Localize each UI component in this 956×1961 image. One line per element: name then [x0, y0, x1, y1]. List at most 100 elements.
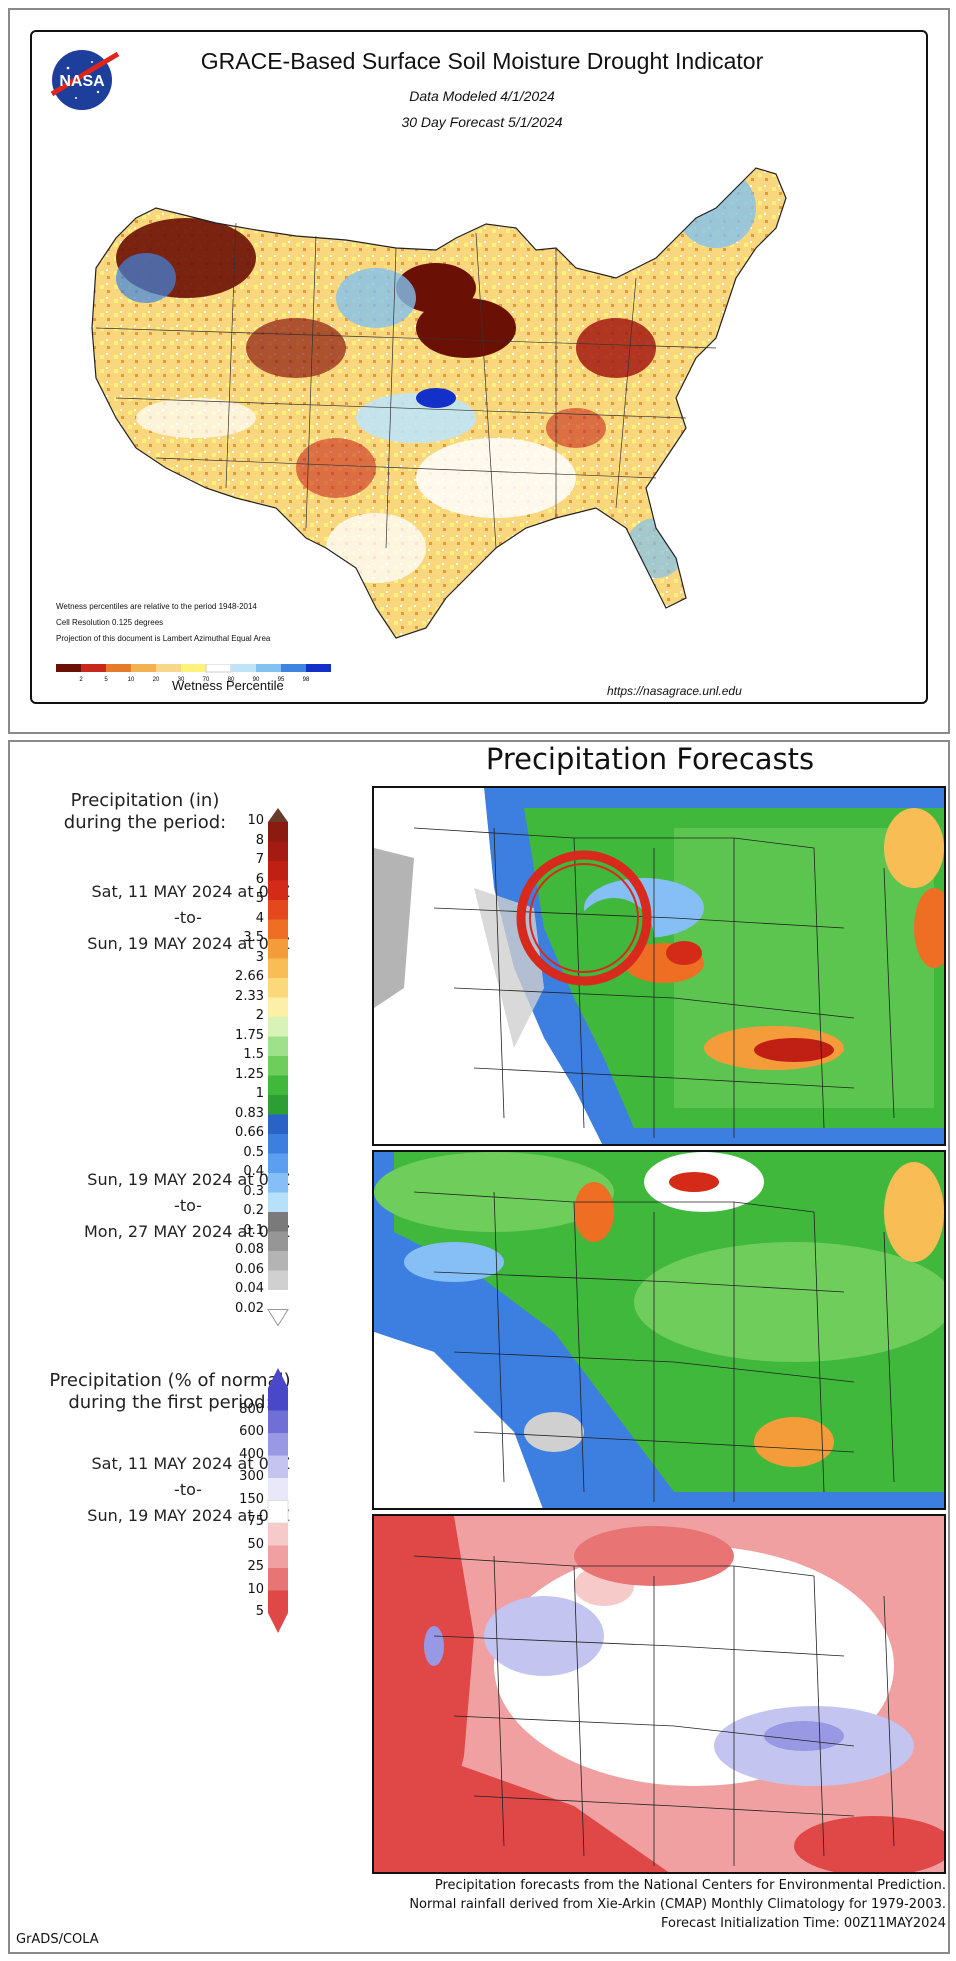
amount-tick-label: 0.02: [235, 1300, 264, 1316]
wetness-color-swatch: [131, 664, 156, 672]
wetness-colorbar: 2 5 10 20 30 70 80 90 95 98: [56, 664, 331, 683]
amount-tick-label: 1.5: [243, 1047, 264, 1062]
pct-period-start: Sat, 11 MAY 2024 at 00Z: [91, 1454, 290, 1473]
amount-color-swatch: [268, 1114, 288, 1134]
wetness-color-swatch: [281, 664, 306, 672]
wetness-tick-label: 90: [253, 677, 260, 683]
amount-tick-label: 7: [255, 852, 264, 867]
period1-start: Sat, 11 MAY 2024 at 00Z: [91, 882, 290, 901]
amount-colorbar: [267, 808, 289, 1327]
wetness-tick-label: 30: [178, 677, 185, 683]
wetness-tick-label: 80: [228, 677, 235, 683]
amount-tick-label: 0.66: [235, 1125, 264, 1140]
amount-color-swatch: [268, 1153, 288, 1173]
amount-tick-label: 0.3: [243, 1183, 264, 1199]
wetness-tick-label: 2: [79, 677, 83, 683]
pct-period-to: -to-: [174, 1480, 202, 1499]
wetness-tick-label: 95: [278, 677, 285, 683]
amount-tick-label: 10: [247, 813, 264, 828]
amount-color-swatch: [268, 822, 288, 842]
pct-tick-label: 150: [239, 1491, 264, 1507]
amount-tick-label: 8: [255, 832, 264, 848]
amount-color-swatch: [268, 1251, 288, 1271]
wetness-tick-label: 98: [303, 677, 310, 683]
amount-label-line2: during the period:: [63, 812, 227, 833]
precip-panel: Precipitation Forecasts Precipitation (i…: [8, 740, 950, 1954]
period1-to: -to-: [174, 908, 202, 927]
wetness-tick-label: 10: [128, 677, 135, 683]
amount-color-swatch: [268, 1270, 288, 1290]
amount-color-swatch: [268, 919, 288, 939]
precip-map-period2: [372, 1150, 946, 1510]
pct-tick-label: 300: [239, 1469, 264, 1484]
wetness-color-swatch: [156, 664, 181, 672]
amount-tick-label: 5: [255, 891, 264, 906]
footer-ncep: Precipitation forecasts from the Nationa…: [434, 1878, 946, 1893]
amount-tick-label: 0.06: [235, 1261, 264, 1277]
nasa-logo-text: NASA: [59, 73, 105, 90]
wetness-scale-title: Wetness Percentile: [172, 678, 284, 693]
wetness-color-swatch: [106, 664, 131, 672]
wetness-color-swatch: [56, 664, 81, 672]
amount-color-swatch: [268, 841, 288, 861]
grace-drought-map: [91, 167, 787, 639]
period2-end: Mon, 27 MAY 2024 at 00Z: [83, 1222, 290, 1241]
grace-modeled-date: Data Modeled 4/1/2024: [409, 88, 555, 104]
amount-tick-label: 1: [255, 1086, 264, 1101]
grace-note-resolution: Cell Resolution 0.125 degrees: [56, 618, 164, 627]
wetness-color-swatch: [81, 664, 106, 672]
wetness-tick-label: 70: [203, 677, 210, 683]
amount-tick-label: 0.08: [235, 1242, 264, 1257]
wetness-color-swatch: [256, 664, 281, 672]
wetness-tick-label: 20: [153, 677, 160, 683]
pct-color-swatch: [268, 1455, 288, 1478]
grads-credit: GrADS/COLA: [16, 1932, 99, 1947]
pct-color-swatch: [268, 1545, 288, 1568]
pct-tick-label: 400: [239, 1446, 264, 1462]
precip-pct-normal-map: [372, 1514, 946, 1874]
wetness-tick-label: 5: [104, 677, 108, 683]
amount-color-swatch: [268, 880, 288, 900]
amount-tick-label: 0.4: [243, 1164, 264, 1179]
amount-color-swatch: [268, 1095, 288, 1115]
amount-tick-label: 3: [255, 949, 264, 965]
pct-tick-label: 25: [247, 1559, 264, 1574]
pct-color-swatch: [267, 1500, 289, 1524]
amount-color-swatch: [268, 939, 288, 959]
grace-panel: NASA GRACE-Based Surface Soil Moisture D…: [8, 8, 950, 734]
grace-figure: NASA GRACE-Based Surface Soil Moisture D…: [30, 30, 928, 704]
pct-label-line1: Precipitation (% of normal): [49, 1370, 291, 1391]
amount-tick-label: 2: [255, 1008, 264, 1023]
grace-title: GRACE-Based Surface Soil Moisture Drough…: [200, 48, 764, 74]
amount-tick-label: 0.2: [243, 1203, 264, 1218]
grace-note-projection: Projection of this document is Lambert A…: [56, 634, 271, 643]
amount-color-swatch: [268, 1192, 288, 1212]
grace-forecast-date: 30 Day Forecast 5/1/2024: [401, 114, 563, 130]
amount-tick-label: 3.5: [243, 930, 264, 945]
pct-tick-label: 600: [239, 1424, 264, 1439]
amount-color-swatch: [268, 958, 288, 978]
amount-bar-top-arrow: [268, 808, 288, 822]
period2-to: -to-: [174, 1196, 202, 1215]
pct-color-swatch: [268, 1590, 288, 1613]
amount-tick-label: 1.75: [235, 1027, 264, 1043]
precip-title: Precipitation Forecasts: [485, 742, 815, 776]
wetness-color-swatch: [306, 664, 331, 672]
pct-tick-label: 5: [255, 1604, 264, 1619]
pct-color-swatch: [268, 1478, 288, 1501]
nasa-logo: NASA: [50, 50, 120, 110]
period1-end: Sun, 19 MAY 2024 at 00Z: [87, 934, 290, 953]
amount-color-swatch: [268, 1017, 288, 1037]
amount-color-swatch: [268, 978, 288, 998]
amount-color-swatch: [268, 1036, 288, 1056]
amount-color-swatch: [268, 1231, 288, 1251]
amount-bar-bottom-arrow: [267, 1309, 289, 1327]
amount-color-swatch: [268, 1173, 288, 1193]
grace-state-lines: [95, 222, 717, 549]
pct-tick-label: 75: [247, 1514, 264, 1529]
pct-tick-label: 800: [239, 1401, 264, 1417]
grace-url: https://nasagrace.unl.edu: [607, 684, 742, 698]
amount-tick-label: 2.66: [235, 969, 264, 984]
amount-tick-label: 1.25: [235, 1066, 264, 1082]
amount-tick-label: 4: [255, 910, 264, 926]
